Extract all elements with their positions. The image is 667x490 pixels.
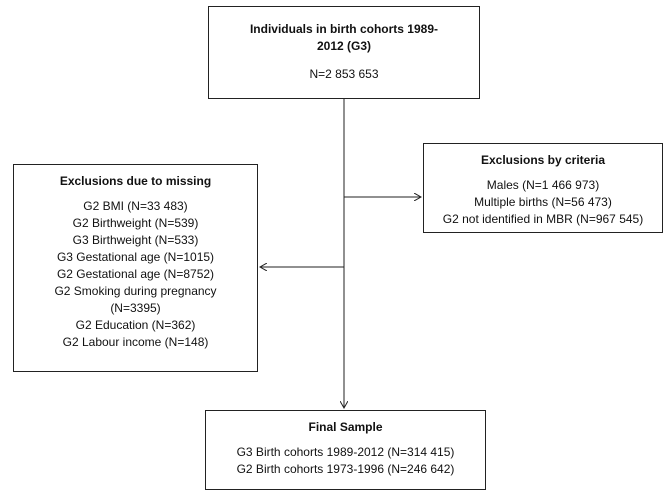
cohort-box: Individuals in birth cohorts 1989-2012 (… [208, 6, 480, 99]
final-box: Final Sample G3 Birth cohorts 1989-2012 (… [205, 410, 486, 490]
node-line: G2 Birth cohorts 1973-1996 (N=246 642) [236, 462, 455, 476]
node-title: Final Sample [308, 420, 383, 434]
node-line: G2 Education (N=362) [75, 318, 196, 332]
node-line: Multiple births (N=56 473) [474, 195, 612, 209]
criteria-box: Exclusions by criteria Males (N=1 466 973… [423, 143, 663, 233]
node-line: G3 Birthweight (N=533) [72, 233, 199, 247]
node-line: G2 Gestational age (N=8752) [56, 267, 215, 281]
node-line: G2 not identified in MBR (N=967 545) [442, 212, 644, 226]
node-line: G2 Labour income (N=148) [62, 335, 209, 349]
node-title: Exclusions due to missing [59, 174, 212, 188]
node-line: Males (N=1 466 973) [486, 178, 600, 192]
node-title: Individuals in birth cohorts 1989-2012 (… [249, 22, 439, 53]
node-line: G3 Gestational age (N=1015) [56, 250, 215, 264]
missing-box: Exclusions due to missing G2 BMI (N=33 48… [13, 164, 258, 372]
node-line: G2 BMI (N=33 483) [83, 199, 188, 213]
node-line: G2 Smoking during pregnancy (N=3395) [54, 284, 217, 315]
node-line: G2 Birthweight (N=539) [72, 216, 199, 230]
node-line: G3 Birth cohorts 1989-2012 (N=314 415) [236, 445, 455, 459]
node-line: N=2 853 653 [309, 67, 379, 81]
node-title: Exclusions by criteria [480, 153, 606, 167]
